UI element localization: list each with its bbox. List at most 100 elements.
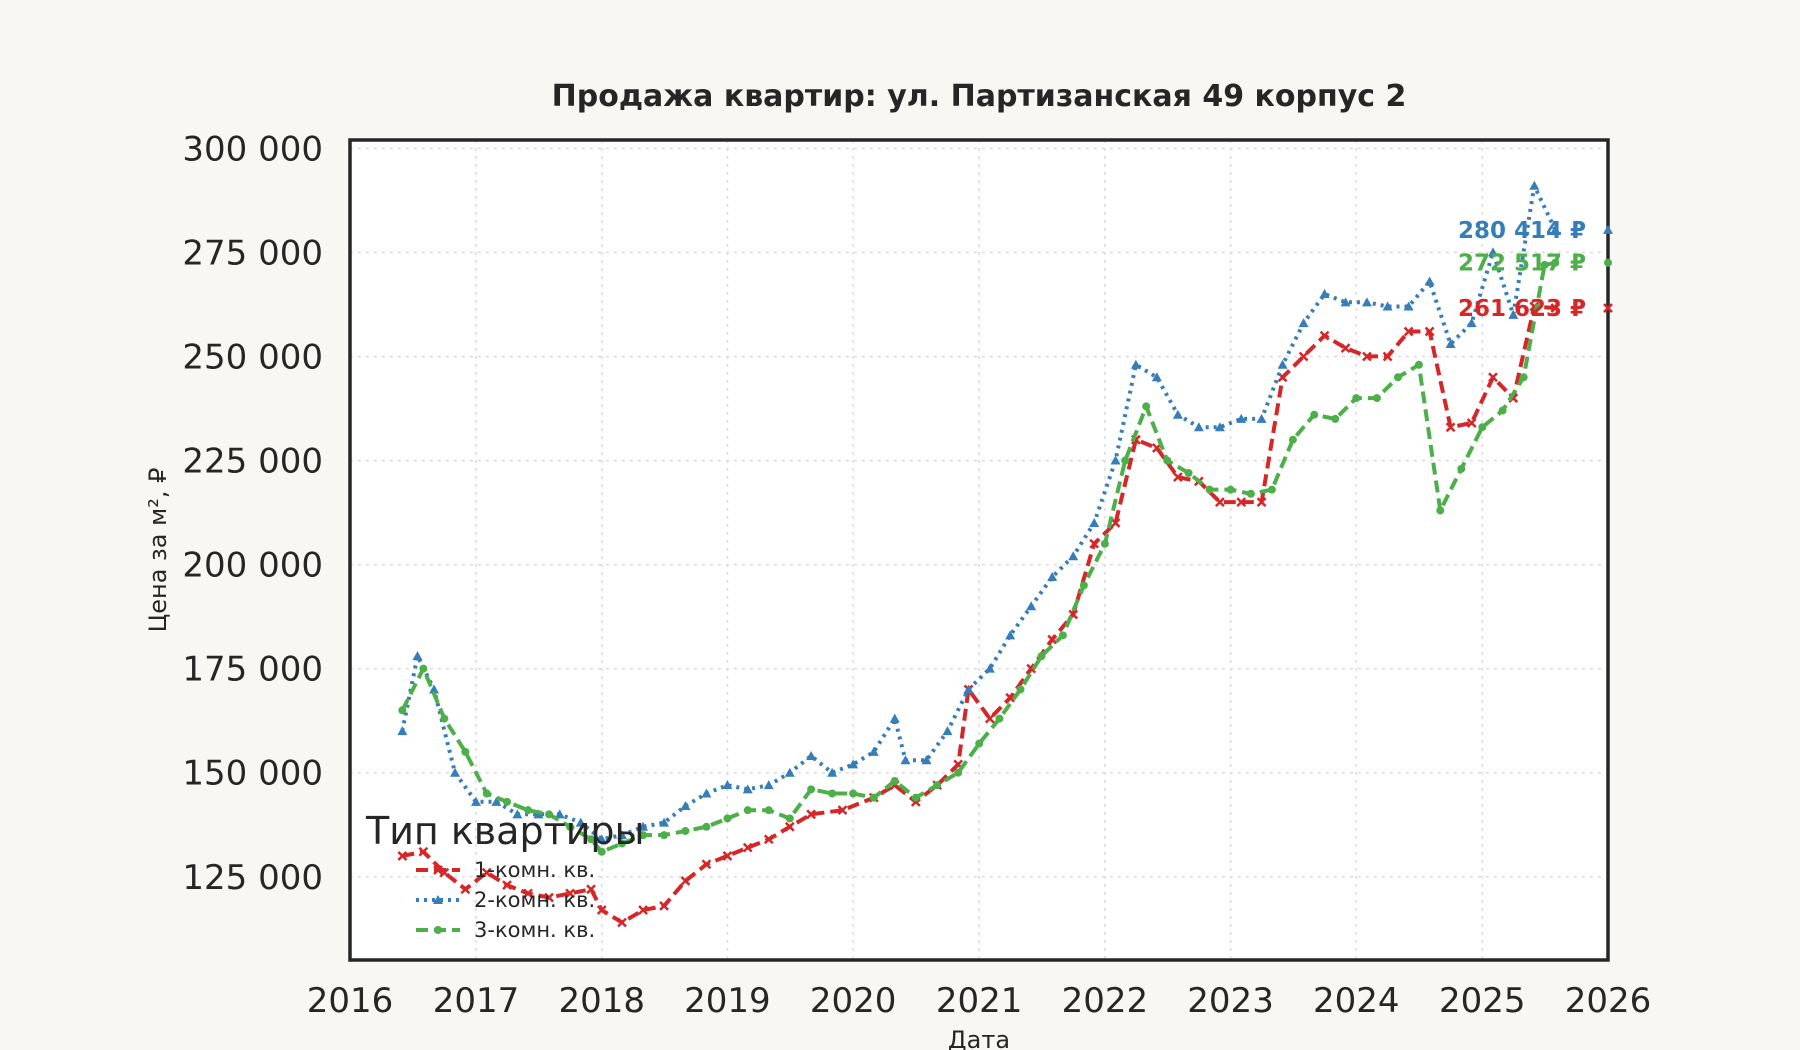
data-point <box>722 780 733 790</box>
end-value-label: 261 623 ₽ <box>1458 296 1586 322</box>
data-point <box>1130 359 1141 369</box>
data-point <box>1151 372 1162 382</box>
data-point <box>1529 180 1540 190</box>
data-point <box>848 759 859 769</box>
x-tick-label: 2024 <box>1313 981 1400 1021</box>
legend-item: 3-комн. кв. <box>416 918 595 942</box>
data-point <box>575 817 586 827</box>
data-point <box>597 847 606 856</box>
data-point <box>1319 330 1330 341</box>
data-point <box>1089 517 1100 527</box>
data-point <box>1037 652 1046 661</box>
end-marker <box>1603 303 1613 313</box>
end-value-label: 280 414 ₽ <box>1458 218 1586 244</box>
data-point <box>963 684 974 694</box>
legend-title: Тип квартиры <box>365 809 645 853</box>
x-tick-label: 2016 <box>307 981 394 1021</box>
data-point <box>503 797 512 806</box>
data-point <box>1457 464 1466 473</box>
data-point <box>1424 326 1435 337</box>
x-tick-label: 2022 <box>1062 981 1149 1021</box>
data-point <box>482 789 491 798</box>
data-point <box>911 793 920 802</box>
x-tick-label: 2019 <box>684 981 771 1021</box>
data-point <box>398 706 407 715</box>
data-point <box>461 747 470 756</box>
legend-label: 2-комн. кв. <box>474 888 595 912</box>
end-value-label: 272 517 ₽ <box>1458 251 1586 277</box>
x-tick-label: 2026 <box>1565 981 1652 1021</box>
data-point <box>1382 301 1393 311</box>
data-point <box>523 888 533 899</box>
data-point <box>1550 224 1561 234</box>
data-point <box>418 846 429 857</box>
data-point <box>942 726 953 736</box>
data-point <box>1089 538 1100 549</box>
data-point <box>1267 485 1276 494</box>
data-point <box>889 713 900 723</box>
data-point <box>900 755 911 765</box>
data-point <box>1214 422 1225 432</box>
data-point <box>1288 435 1297 444</box>
data-point <box>659 901 669 911</box>
data-point <box>742 784 753 794</box>
data-point <box>502 880 512 890</box>
y-tick-label: 175 000 <box>182 650 323 690</box>
plot-frame <box>348 138 1610 962</box>
data-point <box>1246 489 1255 498</box>
data-point <box>471 796 482 806</box>
data-point <box>1414 360 1423 369</box>
data-point <box>680 800 691 810</box>
x-tick-label: 2017 <box>433 981 520 1021</box>
data-point <box>1256 497 1267 508</box>
data-point <box>743 806 752 815</box>
ticks: 2016 2017 2018 2019 2020 2021 2022 2023 2024 2025… <box>182 129 1651 1021</box>
data-point <box>1110 518 1121 528</box>
data-point <box>837 805 848 816</box>
data-point <box>764 806 773 815</box>
data-point <box>1508 309 1519 319</box>
data-point <box>869 793 878 802</box>
data-point <box>638 905 648 915</box>
legend: Тип квартиры 1-комн. кв. 2-комн. кв. 3-ком… <box>365 809 645 942</box>
data-point <box>984 713 995 724</box>
data-point <box>1005 692 1016 703</box>
data-point <box>1193 422 1204 432</box>
data-point <box>429 684 440 694</box>
data-point <box>849 789 858 798</box>
data-point <box>722 851 733 861</box>
legend-item: 2-комн. кв. <box>416 888 595 912</box>
y-tick-label: 275 000 <box>182 233 323 273</box>
data-point <box>1226 485 1235 494</box>
data-point <box>545 810 554 819</box>
data-point <box>784 821 795 832</box>
data-point <box>1540 260 1549 269</box>
end-labels: 261 623 ₽ 280 414 ₽ 272 517 ₽ <box>1458 218 1613 322</box>
data-point <box>1163 456 1172 465</box>
data-point <box>639 831 648 840</box>
data-point <box>1205 485 1214 494</box>
data-point <box>1172 472 1183 483</box>
data-point <box>1352 394 1361 403</box>
data-point <box>1340 297 1351 307</box>
data-point <box>1142 402 1151 411</box>
data-point <box>1403 301 1414 311</box>
data-point <box>660 831 669 840</box>
data-point <box>1047 634 1058 645</box>
data-point <box>450 767 461 777</box>
data-point <box>1310 410 1319 419</box>
data-point <box>1550 303 1561 313</box>
data-point <box>806 809 817 820</box>
data-point <box>1445 338 1456 348</box>
data-point <box>1215 497 1225 508</box>
data-point <box>1100 539 1109 548</box>
data-point <box>1026 601 1037 611</box>
legend-marker <box>433 865 443 875</box>
data-point <box>784 767 795 777</box>
data-point <box>763 780 774 790</box>
data-point <box>1277 359 1288 369</box>
x-axis-title: Дата <box>948 1026 1010 1050</box>
x-tick-label: 2025 <box>1439 981 1526 1021</box>
legend-item: 1-комн. кв. <box>416 858 595 882</box>
data-point <box>827 767 838 777</box>
